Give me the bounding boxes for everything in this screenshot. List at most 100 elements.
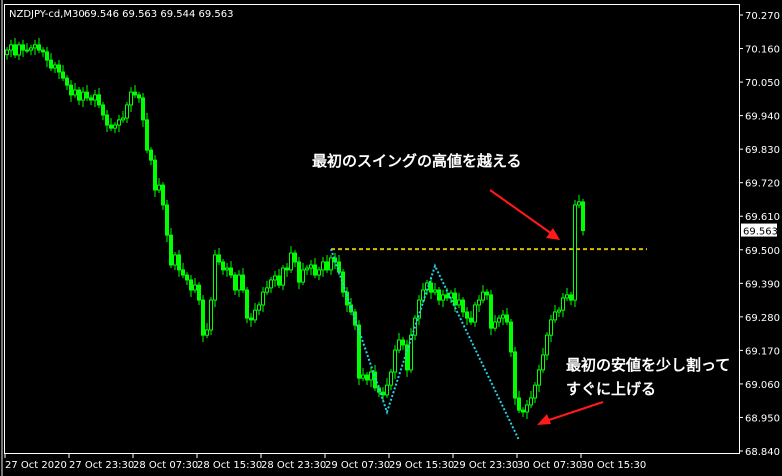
arrow-up-right (489, 189, 560, 240)
candle (53, 62, 57, 74)
candle (97, 87, 101, 108)
candle (409, 328, 413, 373)
bull-candle-body (29, 47, 33, 51)
bull-candle-body (237, 274, 241, 291)
candle (193, 278, 197, 294)
bear-candle-body (445, 294, 449, 299)
y-tick-label: 69.940 (745, 112, 780, 123)
bull-candle-body (525, 404, 529, 413)
bear-candle-body (169, 234, 173, 266)
bull-candle-body (573, 204, 577, 301)
price-axis[interactable]: 70.270 70.160 70.050 69.940 69.830 69.720 69.6… (740, 11, 780, 458)
bull-candle-body (577, 201, 581, 206)
bull-candle-body (561, 297, 565, 311)
candle (113, 122, 117, 134)
candle (505, 308, 509, 326)
candle (569, 291, 573, 306)
arrow-shaft (545, 401, 604, 422)
bear-candle-body (365, 374, 369, 381)
candle (245, 287, 249, 324)
bull-candle-body (565, 294, 569, 299)
candle (73, 83, 77, 98)
candle (249, 313, 253, 327)
bull-candle-body (385, 384, 389, 396)
candle (205, 322, 209, 339)
bull-candle-body (209, 299, 213, 331)
candle (269, 276, 273, 293)
bull-candle-body (497, 317, 501, 323)
bear-candle-body (313, 264, 317, 276)
candle (225, 263, 229, 277)
bull-candle-body (317, 269, 321, 276)
candle (257, 301, 261, 316)
bull-candle-body (433, 289, 437, 293)
candle (325, 254, 329, 273)
candle (145, 112, 149, 154)
bear-candle-body (357, 324, 361, 379)
candle (481, 285, 485, 304)
bear-candle-body (177, 254, 181, 271)
candle (69, 80, 73, 102)
candle (261, 287, 265, 312)
candle (545, 332, 549, 360)
annotation-break-low-2: すぐに上げる (566, 380, 656, 398)
bull-candle-body (113, 124, 117, 129)
y-tick-label: 69.280 (745, 313, 780, 324)
bear-candle-body (21, 44, 25, 51)
bear-candle-body (337, 261, 341, 273)
candle (61, 65, 65, 82)
candle (565, 287, 569, 301)
candle (557, 307, 561, 317)
bull-candle-body (17, 44, 21, 56)
bull-candle-body (205, 329, 209, 336)
bear-candle-body (229, 267, 233, 276)
candle (289, 246, 293, 273)
candle (177, 249, 181, 277)
candle (317, 266, 321, 281)
candle (357, 320, 361, 386)
overlays-group (330, 248, 647, 441)
arrow-head-icon (537, 414, 551, 425)
candle (441, 289, 445, 308)
bull-candle-body (533, 384, 537, 399)
candle (153, 155, 157, 198)
arrow-shaft (489, 189, 553, 235)
y-tick-label: 69.170 (745, 346, 780, 357)
bear-candle-body (453, 292, 457, 306)
candle (313, 258, 317, 279)
bull-candle-body (213, 254, 217, 301)
bull-candle-body (409, 334, 413, 371)
candle (85, 85, 89, 101)
candle (109, 118, 113, 132)
x-tick-label: 27 Oct 23:30 (69, 460, 134, 471)
bear-candle-body (437, 289, 441, 301)
bull-candle-body (493, 321, 497, 329)
candle (461, 297, 465, 317)
bear-candle-body (37, 44, 41, 51)
candle (157, 178, 161, 194)
bull-candle-body (389, 371, 393, 386)
bear-candle-body (149, 149, 153, 161)
bull-candle-body (193, 284, 197, 291)
y-tick-label: 69.060 (745, 380, 780, 391)
candle (277, 268, 281, 289)
bull-candle-body (9, 44, 13, 51)
bear-candle-body (341, 271, 345, 293)
bear-candle-body (285, 267, 289, 271)
x-tick-label: 29 Oct 07:30 (325, 460, 390, 471)
bear-candle-body (569, 294, 573, 301)
bear-candle-body (325, 261, 329, 271)
bull-candle-body (289, 252, 293, 271)
candle (541, 347, 545, 373)
bear-candle-body (245, 289, 249, 319)
bear-candle-body (197, 284, 201, 301)
candle (237, 270, 241, 298)
bear-candle-body (505, 314, 509, 323)
candle (493, 315, 497, 332)
candle (485, 289, 489, 300)
bull-candle-body (309, 264, 313, 269)
bull-candle-body (73, 89, 77, 96)
bear-candle-body (153, 159, 157, 191)
